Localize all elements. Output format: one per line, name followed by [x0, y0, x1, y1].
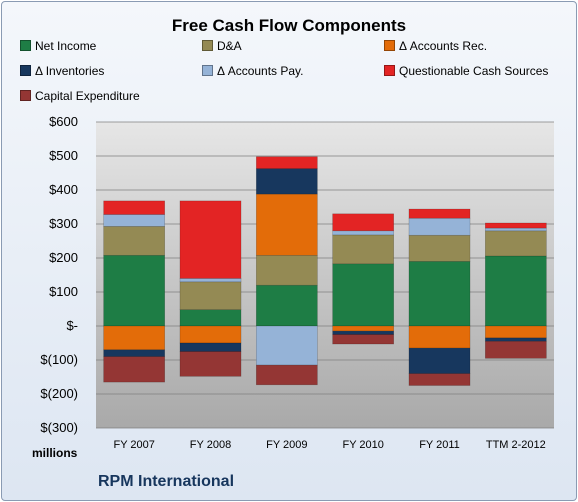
legend-swatch	[384, 40, 395, 51]
bar-segment-net-income	[103, 254, 165, 327]
legend-swatch	[202, 40, 213, 51]
company-name: RPM International	[98, 473, 235, 490]
legend-item-d-a: D&A	[202, 39, 242, 53]
bar-segment-questionable-cash-sources	[103, 200, 165, 215]
legend-item-capital-expenditure: Capital Expenditure	[20, 89, 140, 103]
bar-segment-capital-expenditure	[179, 351, 242, 377]
x-category-label: TTM 2-2012	[486, 439, 546, 451]
bar-segment-d-a	[103, 226, 165, 256]
y-tick-label: $600	[49, 114, 78, 129]
legend-label: Δ Accounts Rec.	[399, 39, 488, 53]
bar-segment-capital-expenditure	[332, 334, 394, 345]
bar-segment-d-a	[484, 230, 547, 257]
bar-segment-inventories	[408, 347, 471, 374]
bar-segment-questionable-cash-sources	[408, 208, 471, 219]
bar-segment-questionable-cash-sources	[484, 222, 547, 229]
bar-segment-inventories	[179, 342, 242, 352]
bar-segment-d-a	[408, 234, 471, 262]
x-category-label: FY 2009	[266, 439, 307, 451]
y-tick-label: $100	[49, 284, 78, 299]
x-category-label: FY 2007	[113, 439, 154, 451]
bar-segment-accounts-pay	[179, 278, 242, 283]
legend-swatch	[20, 90, 31, 101]
x-category-label: FY 2011	[419, 439, 460, 451]
legend-item-questionable-cash-sources: Questionable Cash Sources	[384, 64, 548, 78]
bar-segment-inventories	[332, 330, 394, 335]
bar-segment-accounts-rec	[256, 193, 318, 256]
bar-segment-capital-expenditure	[256, 364, 318, 386]
bar-segment-accounts-rec	[484, 325, 547, 339]
legend-item-accounts-rec: Δ Accounts Rec.	[384, 39, 487, 53]
legend-label: Δ Accounts Pay.	[217, 64, 304, 78]
bar-segment-accounts-pay	[103, 214, 165, 227]
plot-background	[96, 122, 554, 428]
legend-item-accounts-pay: Δ Accounts Pay.	[202, 64, 304, 78]
legend-swatch	[202, 65, 213, 76]
bar-segment-d-a	[256, 254, 318, 286]
bar-segment-accounts-pay	[408, 217, 471, 236]
bar-segment-net-income	[332, 263, 394, 327]
bar-segment-questionable-cash-sources	[332, 213, 394, 232]
bar-segment-capital-expenditure	[484, 340, 547, 359]
y-tick-label: $400	[49, 182, 78, 197]
bar-segment-accounts-pay	[484, 227, 547, 232]
legend-swatch	[384, 65, 395, 76]
y-tick-label: $(300)	[40, 420, 78, 435]
legend-swatch	[20, 65, 31, 76]
bar-segment-accounts-rec	[179, 325, 242, 344]
legend-item-inventories: Δ Inventories	[20, 64, 104, 78]
bar-segment-accounts-pay	[256, 325, 318, 366]
y-tick-label: $(100)	[40, 352, 78, 367]
bar-segment-questionable-cash-sources	[179, 200, 242, 279]
y-tick-label: $300	[49, 216, 78, 231]
bar-segment-accounts-rec	[103, 325, 165, 351]
legend-item-net-income: Net Income	[20, 39, 96, 53]
y-tick-label: $(200)	[40, 386, 78, 401]
bar-segment-net-income	[484, 255, 547, 327]
x-category-label: FY 2010	[342, 439, 383, 451]
legend-swatch	[20, 40, 31, 51]
units-label: millions	[32, 446, 78, 460]
bar-segment-accounts-rec	[408, 325, 471, 349]
bar-segment-accounts-pay	[332, 230, 394, 236]
x-category-label: FY 2008	[190, 439, 231, 451]
bar-segment-net-income	[179, 309, 242, 327]
legend-label: D&A	[217, 39, 242, 53]
bar-segment-d-a	[332, 234, 394, 265]
y-tick-label: $-	[66, 318, 78, 333]
bar-segment-net-income	[256, 284, 318, 327]
legend-label: Questionable Cash Sources	[399, 64, 549, 78]
bar-segment-accounts-rec	[332, 325, 394, 332]
bar-segment-inventories	[484, 337, 547, 342]
bar-segment-inventories	[103, 349, 165, 357]
bar-segment-capital-expenditure	[103, 356, 165, 383]
y-tick-label: $200	[49, 250, 78, 265]
y-tick-label: $500	[49, 148, 78, 163]
chart-title: Free Cash Flow Components	[171, 16, 407, 35]
bar-segment-d-a	[179, 281, 242, 310]
bar-segment-questionable-cash-sources	[256, 156, 318, 169]
bar-segment-inventories	[256, 168, 318, 195]
legend-label: Δ Inventories	[35, 64, 105, 78]
bar-segment-capital-expenditure	[408, 373, 471, 386]
legend-label: Capital Expenditure	[35, 89, 140, 103]
bar-segment-net-income	[408, 261, 471, 327]
legend: Net Income D&A Δ Accounts Rec. Δ Inventorie…	[2, 2, 576, 112]
legend-label: Net Income	[35, 39, 97, 53]
